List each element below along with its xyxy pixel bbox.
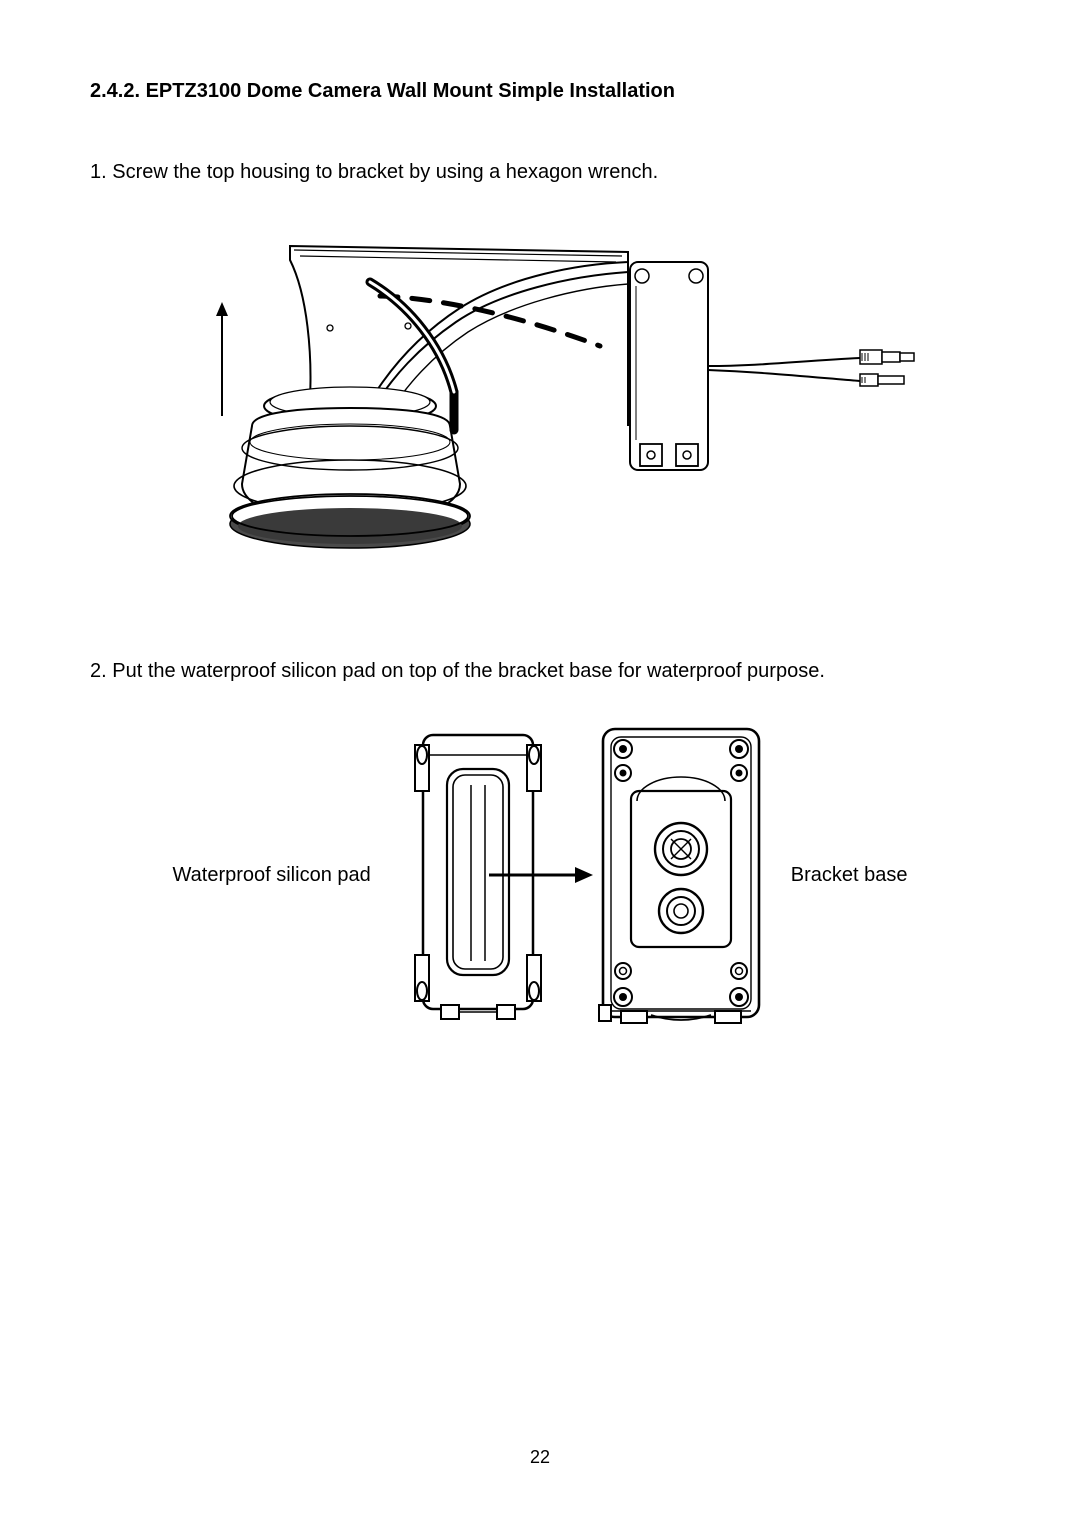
silicon-pad-icon (415, 735, 541, 1019)
bracket-base-icon (599, 729, 759, 1023)
step-2-text: 2. Put the waterproof silicon pad on top… (90, 660, 990, 683)
section-heading: 2.4.2. EPTZ3100 Dome Camera Wall Mount S… (90, 80, 990, 103)
cable-connectors-icon (708, 350, 914, 386)
label-waterproof-pad: Waterproof silicon pad (173, 864, 371, 887)
dome-camera-icon (230, 408, 470, 548)
dome-bracket-diagram (160, 216, 920, 576)
page-number: 22 (0, 1447, 1080, 1468)
step-1-text: 1. Screw the top housing to bracket by u… (90, 161, 990, 184)
up-arrow-icon (216, 302, 228, 416)
pad-bracket-diagram (371, 715, 791, 1035)
figure-1-container (90, 216, 990, 576)
label-bracket-base: Bracket base (791, 864, 908, 887)
figure-2-row: Waterproof silicon pad (90, 715, 990, 1035)
wall-plate-icon (630, 262, 708, 470)
